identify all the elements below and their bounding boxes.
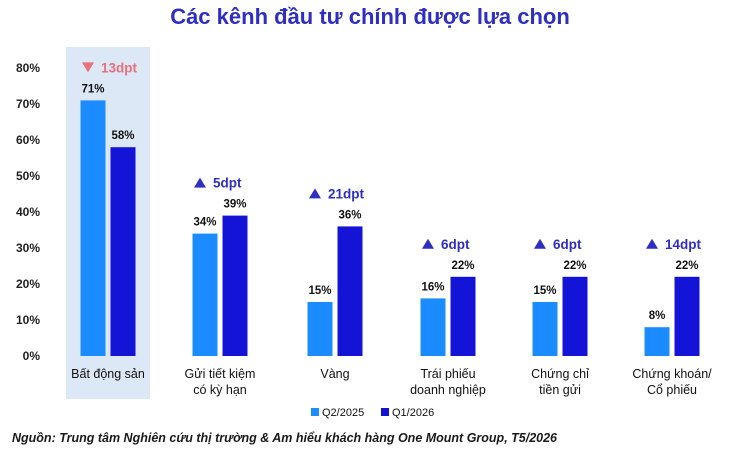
data-label: 22% [675,260,698,272]
data-label: 71% [81,83,104,95]
bar [307,302,333,356]
x-category-label: Vàng [320,367,349,381]
y-tick-label: 20% [16,277,40,291]
bar [222,215,248,356]
change-triangle-icon [646,238,658,249]
bar [674,276,700,356]
data-label: 58% [111,130,134,142]
change-triangle-icon [82,62,94,73]
data-label: 22% [563,260,586,272]
y-tick-label: 70% [16,97,40,111]
data-label: 39% [223,199,246,211]
bar [80,100,106,357]
data-label: 15% [308,285,331,297]
data-label: 8% [649,310,666,322]
x-category-label: có kỳ hạn [193,383,247,397]
legend-swatch [311,408,319,416]
x-category-label: Trái phiếu [420,367,475,381]
data-label: 34% [193,217,216,229]
source-note: Nguồn: Trung tâm Nghiên cứu thị trường &… [12,431,558,445]
x-category-label: Chứng chỉ [531,367,589,381]
data-label: 22% [451,260,474,272]
change-label: 6dpt [553,237,582,252]
y-tick-label: 40% [16,205,40,219]
y-tick-label: 80% [16,61,40,75]
bar [644,327,670,356]
bar [562,276,588,356]
y-tick-label: 10% [16,313,40,327]
x-category-label: Bất động sản [71,367,145,381]
bar [420,298,446,356]
change-triangle-icon [422,238,434,249]
x-category-label: tiền gửi [539,383,581,397]
legend-label: Q1/2026 [392,407,434,419]
change-triangle-icon [309,188,321,199]
change-triangle-icon [534,238,546,249]
x-category-label: Chứng khoán/ [632,367,712,381]
change-label: 5dpt [213,176,242,191]
x-category-label: doanh nghiệp [410,383,486,397]
x-category-label: Cổ phiếu [647,383,697,397]
change-label: 21dpt [328,186,365,201]
bar [532,302,558,356]
data-label: 16% [421,281,444,293]
change-triangle-icon [194,177,206,188]
x-category-label: Gửi tiết kiệm [185,367,256,381]
change-label: 14dpt [665,237,702,252]
change-label: 6dpt [441,237,470,252]
y-tick-label: 50% [16,169,40,183]
y-tick-label: 60% [16,133,40,147]
change-label: 13dpt [101,60,138,75]
data-label: 36% [338,209,361,221]
bar [450,276,476,356]
bar [110,147,136,356]
y-tick-label: 30% [16,241,40,255]
highlight-panel [66,47,150,399]
chart-title: Các kênh đầu tư chính được lựa chọn [170,4,570,29]
y-tick-label: 0% [23,349,41,363]
bar [192,233,218,356]
bar [337,226,363,356]
legend-label: Q2/2025 [322,407,364,419]
legend-swatch [381,408,389,416]
data-label: 15% [533,285,556,297]
